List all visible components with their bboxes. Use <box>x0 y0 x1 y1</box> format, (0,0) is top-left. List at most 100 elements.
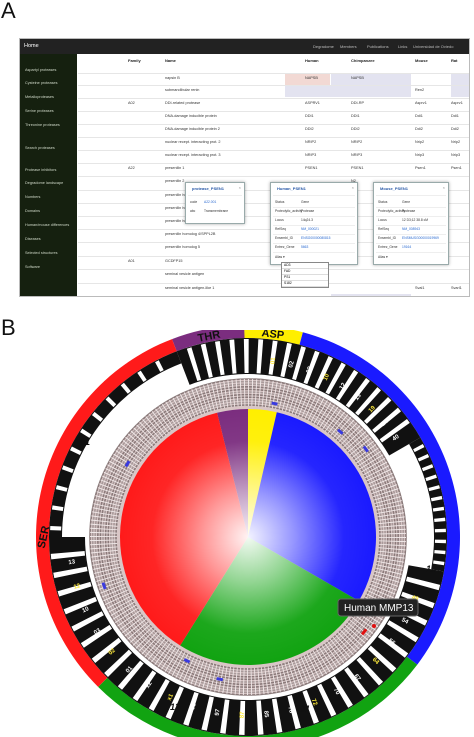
field-value[interactable]: A22.001 <box>204 200 217 204</box>
close-icon[interactable]: × <box>238 185 241 190</box>
nav-universidad[interactable]: Universidad de Oviedo <box>413 44 454 49</box>
cell-human[interactable]: PSEN1 <box>305 166 318 170</box>
sidebar-item-threonine[interactable]: Threonine proteases <box>25 123 60 127</box>
nav-degradome[interactable]: Degradome <box>313 44 334 49</box>
cell-name[interactable]: seminal vesicle antigen-like 1 <box>165 286 215 290</box>
sidebar-item-inhibitors[interactable]: Protease inhibitors <box>25 168 57 172</box>
cell-mouse[interactable]: Psen1 <box>415 166 426 170</box>
class-arc-cys[interactable] <box>299 332 460 665</box>
cell-chimpanzee[interactable]: DDI-RP <box>351 101 365 105</box>
track-mark[interactable] <box>124 460 131 468</box>
cell-mouse[interactable]: Ddi1 <box>415 114 423 118</box>
sidebar-item-cysteine[interactable]: Cysteine proteases <box>25 81 58 85</box>
cell-rat[interactable]: Nrip2 <box>451 140 461 144</box>
field-value[interactable]: NM_008943 <box>402 227 420 231</box>
cell-rat[interactable]: Asprv1 <box>451 101 463 105</box>
column-header-name[interactable]: Name <box>165 58 176 63</box>
field-value[interactable]: 5663 <box>301 245 309 249</box>
cell-name[interactable]: GCDFP15 <box>165 259 183 263</box>
nav-publications[interactable]: Publications <box>367 44 389 49</box>
cell-human[interactable]: NRIP3 <box>305 153 317 157</box>
cell-chimpanzee[interactable]: DDI1 <box>351 114 360 118</box>
class-arc-met[interactable] <box>98 656 418 737</box>
track-mark[interactable] <box>360 628 368 636</box>
cell-rat[interactable]: Psen1 <box>451 166 462 170</box>
sidebar-item-metallo[interactable]: Metalloproteases <box>25 95 54 99</box>
sidebar-item-software[interactable]: Software <box>25 265 40 269</box>
sidebar-item-numbers[interactable]: Numbers <box>25 195 41 199</box>
cell-mouse[interactable]: Ren2 <box>415 88 425 92</box>
column-header-chimpanzee[interactable]: Chimpanzee <box>351 58 375 63</box>
cell-name[interactable]: presenilin homolog 5 <box>165 245 201 249</box>
field-value[interactable]: 19164 <box>402 245 412 249</box>
cell-rat[interactable]: Ddi1 <box>451 114 459 118</box>
cell-name[interactable]: DDI-related protease <box>165 101 201 105</box>
nav-members[interactable]: Members <box>340 44 357 49</box>
cell-mouse[interactable]: Asprv1 <box>415 101 427 105</box>
sidebar-item-aspartyl[interactable]: Aspartyl proteases <box>25 68 57 72</box>
cell-name[interactable]: DNA-damage inducible protein 2 <box>165 127 220 131</box>
column-header-human[interactable]: Human <box>305 58 319 63</box>
home-link[interactable]: Home <box>24 43 39 49</box>
cell-human[interactable]: ASPRV1 <box>305 101 320 105</box>
track-mark[interactable] <box>362 445 369 453</box>
alias-button[interactable]: Alias ▾ <box>378 255 388 259</box>
class-arc-ser[interactable] <box>36 339 177 687</box>
cell-chimpanzee[interactable]: DDI2 <box>351 127 360 131</box>
cell-rat[interactable]: Nrip3 <box>451 153 461 157</box>
track-mark[interactable] <box>337 428 344 435</box>
cell-mouse[interactable]: Sval1 <box>415 286 425 290</box>
cell-mouse[interactable]: Ddi2 <box>415 127 423 131</box>
dropdown-option[interactable]: FAD <box>282 269 328 275</box>
alias-dropdown[interactable]: AD3 FAD PS1 S182 <box>281 262 329 288</box>
class-arc-thr[interactable] <box>172 330 245 352</box>
dropdown-option[interactable]: AD3 <box>282 263 328 269</box>
track-mark[interactable] <box>216 677 224 682</box>
alias-button[interactable]: Alias ▾ <box>275 255 285 259</box>
cell-name[interactable]: presenilin 2 <box>165 179 185 183</box>
track-mark[interactable] <box>271 401 278 406</box>
track-mark[interactable] <box>183 658 191 664</box>
cell-human[interactable]: DDI1 <box>305 114 314 118</box>
mmp13-marker[interactable] <box>372 624 376 628</box>
close-icon[interactable]: × <box>351 185 354 190</box>
cell-mouse[interactable]: Nrip3 <box>415 153 425 157</box>
column-header-rat[interactable]: Rat <box>451 58 458 63</box>
cell-mouse[interactable]: Nrip2 <box>415 140 425 144</box>
cell-name[interactable]: napsin B <box>165 76 180 80</box>
cell-name[interactable]: nuclear recept. interacting prot. 3 <box>165 153 221 157</box>
class-arc-asp[interactable] <box>244 330 303 345</box>
dropdown-option[interactable]: S182 <box>282 281 328 287</box>
cell-chimpanzee[interactable]: N2 <box>351 179 356 183</box>
cell-name[interactable]: nuclear recept. interacting prot. 2 <box>165 140 221 144</box>
cell-name[interactable]: submandibular renin <box>165 88 200 92</box>
cell-human[interactable]: DDI2 <box>305 127 314 131</box>
column-header-mouse[interactable]: Mouse <box>415 58 428 63</box>
sidebar-item-domains[interactable]: Domains <box>25 209 40 213</box>
mmp13-callout[interactable]: Human MMP13 <box>337 598 419 628</box>
sidebar-item-search[interactable]: Search proteases <box>25 146 55 150</box>
nav-links[interactable]: Links <box>398 44 408 49</box>
column-header-family[interactable]: Family <box>128 58 141 63</box>
cell-chimpanzee[interactable]: NRIP2 <box>351 140 363 144</box>
cell-name[interactable]: presenilin homolog 4/SPPL2B <box>165 232 216 236</box>
cell-name[interactable]: DNA-damage inducible protein <box>165 114 217 118</box>
sidebar-item-differences[interactable]: Human/mouse differences <box>25 223 70 227</box>
cell-rat[interactable]: Ddi2 <box>451 127 459 131</box>
sidebar-item-landscape[interactable]: Degradome landscape <box>25 181 64 185</box>
cell-chimpanzee[interactable]: NRIP3 <box>351 153 363 157</box>
field-value[interactable]: NM_000021 <box>301 227 319 231</box>
field-value[interactable]: ENSG00000080815 <box>301 236 331 240</box>
close-icon[interactable]: × <box>442 185 445 190</box>
field-value[interactable]: ENSMUSG00000019969 <box>402 236 439 240</box>
sidebar-item-diseases[interactable]: Diseases <box>25 237 41 241</box>
cell-human[interactable]: NRIP2 <box>305 140 317 144</box>
sidebar-item-structures[interactable]: Selected structures <box>25 251 58 255</box>
cell-chimpanzee[interactable]: PSEN1 <box>351 166 364 170</box>
cell-name[interactable]: presenilin 1 <box>165 166 185 170</box>
sidebar-item-serine[interactable]: Serine proteases <box>25 109 54 113</box>
cell-human[interactable]: NAPSB <box>305 76 318 80</box>
cell-name[interactable]: seminal vesicle antigen <box>165 272 205 276</box>
track-mark[interactable] <box>101 582 107 590</box>
dropdown-option[interactable]: PS1 <box>282 275 328 281</box>
